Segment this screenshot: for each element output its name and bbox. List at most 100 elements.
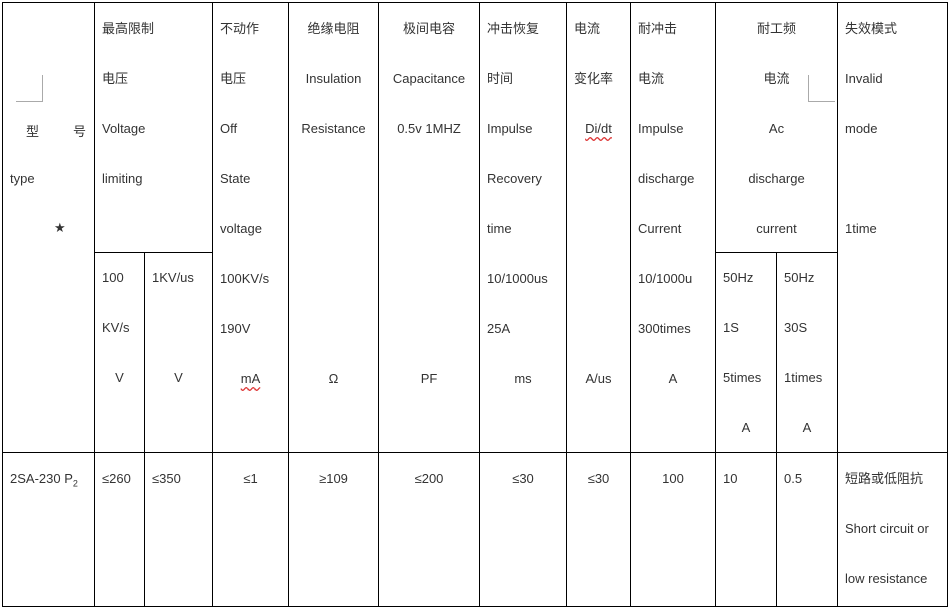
cell-line — [574, 154, 630, 204]
type-zh-right: 号 — [73, 124, 87, 139]
cell-line: limiting — [102, 171, 143, 186]
cell-line: 10/1000us — [487, 271, 548, 286]
cell-line: 300times — [638, 321, 691, 336]
header-ac-1s: 50Hz 1S 5times A — [715, 252, 777, 453]
cell-line: 耐工频 — [756, 21, 796, 36]
cell-line — [379, 154, 479, 204]
model-name: 2SA-230 P — [10, 471, 73, 486]
cell-line: 1S — [723, 320, 739, 335]
type-zh-left: 型 — [26, 124, 40, 139]
cell-line: 100 — [102, 270, 124, 285]
spellcheck-underline: mA — [240, 371, 261, 386]
row-ac-1s: 10 — [715, 452, 777, 607]
model-subscript: 2 — [72, 478, 78, 489]
cell-line: Ac — [768, 121, 785, 136]
header-limit-100kv: 100 KV/s V — [94, 252, 145, 453]
row-type: 2SA-230 P2 — [2, 452, 95, 607]
cell-line: 最高限制 — [102, 21, 155, 36]
cell-line: Short circuit or — [845, 521, 929, 536]
cell-value: ≤1 — [243, 471, 258, 486]
header-impulse-discharge: 耐冲击 电流 Impulse discharge Current 10/1000u 300t… — [630, 2, 716, 453]
cell-line: PF — [420, 371, 438, 386]
cell-line — [845, 154, 947, 204]
cell-line: Di/dt — [585, 121, 612, 136]
cell-line: A — [668, 371, 678, 386]
cell-line: 1KV/us — [152, 270, 194, 285]
cell-line: 25A — [487, 321, 511, 336]
cell-line: A/us — [585, 371, 612, 386]
star-icon: ★ — [54, 220, 66, 235]
cell-line: 190V — [220, 321, 251, 336]
cell-value: ≤30 — [587, 471, 610, 486]
cell-line — [289, 204, 378, 254]
cell-line — [574, 304, 630, 354]
cell-line: voltage — [220, 221, 262, 236]
cell-line: A — [741, 420, 751, 435]
cell-line: 冲击恢复 — [487, 21, 540, 36]
cell-line — [574, 254, 630, 304]
cell-value: ≤200 — [414, 471, 444, 486]
cell-line: 电流 — [763, 71, 790, 86]
cell-line: Insulation — [305, 71, 362, 86]
cell-line: State — [220, 171, 251, 186]
cell-line: 5times — [723, 370, 762, 385]
cell-line: 电流 — [574, 21, 601, 36]
cell-line: mA — [213, 354, 288, 404]
cell-line: Capacitance — [392, 71, 466, 86]
cell-line: 变化率 — [574, 71, 614, 86]
cell-line — [379, 254, 479, 304]
cell-line: Recovery — [487, 171, 542, 186]
cell-line: 50Hz — [784, 270, 815, 285]
cell-line: Ω — [328, 371, 339, 386]
header-ac-discharge: 耐工频 电流 Ac discharge current — [715, 2, 838, 253]
cell-line: 绝缘电阻 — [307, 21, 360, 36]
cell-line: Resistance — [301, 121, 366, 136]
corner-mark — [16, 75, 43, 102]
header-limiting-voltage: 最高限制 电压 Voltage limiting — [94, 2, 213, 253]
type-en: type — [10, 171, 35, 186]
cell-line: KV/s — [102, 320, 130, 335]
row-ac-30s: 0.5 — [776, 452, 838, 607]
cell-value: ≤350 — [152, 471, 181, 486]
row-off-state: ≤1 — [212, 452, 289, 607]
cell-line: 极间电容 — [402, 21, 455, 36]
cell-line — [574, 204, 630, 254]
cell-line — [379, 204, 479, 254]
cell-line: V — [115, 370, 124, 385]
row-failure: 短路或低阻抗 Short circuit or low resistance — [837, 452, 948, 607]
cell-line: 50Hz — [723, 270, 754, 285]
cell-line: Impulse — [487, 121, 533, 136]
row-recovery: ≤30 — [479, 452, 567, 607]
cell-line: 100KV/s — [220, 271, 270, 286]
cell-line: 1times — [784, 370, 823, 385]
row-capacitance: ≤200 — [378, 452, 480, 607]
row-insulation: ≥109 — [288, 452, 379, 607]
cell-line: low resistance — [845, 571, 928, 586]
header-insulation: 绝缘电阻 Insulation Resistance Ω — [288, 2, 379, 453]
cell-line — [152, 303, 212, 353]
header-recovery: 冲击恢复时间 Impulse Recovery time 10/1000us 25A ms — [479, 2, 567, 453]
cell-line: Current — [638, 221, 682, 236]
cell-line: 时间 — [487, 71, 514, 86]
cell-line: 10/1000u — [638, 271, 693, 286]
cell-line — [289, 154, 378, 204]
cell-line: 1time — [845, 221, 877, 236]
cell-line: 短路或低阻抗 — [845, 471, 924, 486]
cell-line: Voltage — [102, 121, 146, 136]
header-limit-1kv: 1KV/us V — [144, 252, 213, 453]
header-off-state: 不动作 电压 Off State voltage 100KV/s 190V mA — [212, 2, 289, 453]
header-capacitance: 极间电容 Capacitance 0.5v 1MHZ PF — [378, 2, 480, 453]
cell-line: 电压 — [220, 71, 247, 86]
cell-line: 0.5v 1MHZ — [397, 121, 461, 136]
cell-line: ms — [514, 371, 532, 386]
cell-line — [289, 304, 378, 354]
cell-line: time — [487, 221, 512, 236]
cell-value: 10 — [723, 471, 738, 486]
header-failure-mode: 失效模式 Invalid mode 1time — [837, 2, 948, 453]
cell-value: 100 — [662, 471, 684, 486]
cell-line: A — [802, 420, 812, 435]
cell-line: current — [756, 221, 797, 236]
cell-line — [289, 254, 378, 304]
cell-line: Off — [220, 121, 238, 136]
cell-line: 耐冲击 — [638, 21, 678, 36]
